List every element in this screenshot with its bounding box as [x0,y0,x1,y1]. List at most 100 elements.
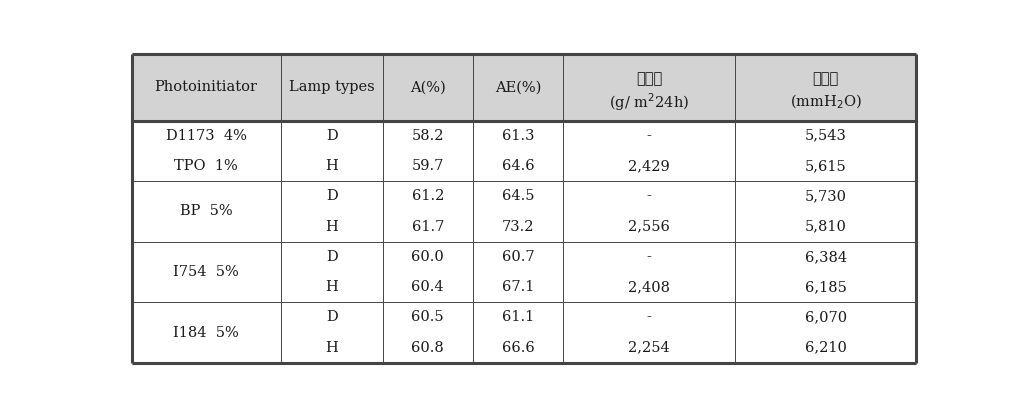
Bar [473,272,563,302]
Text: 61.1: 61.1 [502,311,535,324]
Text: 61.2: 61.2 [412,189,444,203]
Bar [281,272,382,302]
Bar [563,302,736,332]
Bar [132,272,281,302]
Text: 64.5: 64.5 [502,189,535,203]
Text: 60.4: 60.4 [412,280,444,294]
Text: D: D [326,129,337,143]
Bar [132,211,281,242]
Bar [132,242,281,272]
Text: 6,070: 6,070 [804,311,847,324]
Bar [736,211,916,242]
Bar [132,121,281,151]
Bar [382,55,473,121]
Text: 내수압: 내수압 [812,73,839,87]
Bar [736,121,916,151]
Bar [132,55,281,121]
Text: 60.0: 60.0 [411,250,445,264]
Bar [736,151,916,181]
Text: Photoinitiator: Photoinitiator [154,81,258,95]
Text: 2,254: 2,254 [629,341,670,355]
Text: H: H [325,159,338,173]
Bar [281,181,382,211]
Text: 61.3: 61.3 [502,129,535,143]
Text: 61.7: 61.7 [412,220,444,234]
Text: A(%): A(%) [410,81,446,95]
Bar [382,211,473,242]
Text: 73.2: 73.2 [502,220,535,234]
Bar [563,151,736,181]
Text: -: - [647,189,652,203]
Bar [736,332,916,363]
Text: 5,730: 5,730 [804,189,846,203]
Bar [736,302,916,332]
Text: 5,543: 5,543 [804,129,846,143]
Text: D: D [326,250,337,264]
Text: (mmH$_{2}$O): (mmH$_{2}$O) [790,93,862,111]
Bar [736,272,916,302]
Bar [473,211,563,242]
Bar [563,332,736,363]
Text: 투습도: 투습도 [636,73,662,87]
Text: 64.6: 64.6 [502,159,535,173]
Text: (g/ m$^{2}$24h): (g/ m$^{2}$24h) [609,91,690,113]
Text: 6,185: 6,185 [804,280,846,294]
Text: 58.2: 58.2 [412,129,444,143]
Text: AE(%): AE(%) [495,81,541,95]
Bar [736,242,916,272]
Bar [473,55,563,121]
Bar [132,332,281,363]
Text: I184  5%: I184 5% [174,325,239,339]
Text: 60.8: 60.8 [411,341,445,355]
Bar [281,332,382,363]
Bar [382,242,473,272]
Bar [132,181,281,211]
Bar [563,211,736,242]
Bar [382,272,473,302]
Bar [563,272,736,302]
Text: 6,210: 6,210 [804,341,846,355]
Text: -: - [647,250,652,264]
Bar [473,302,563,332]
Text: 5,615: 5,615 [804,159,846,173]
Text: BP  5%: BP 5% [180,204,233,218]
Bar [563,181,736,211]
Bar [563,121,736,151]
Bar [473,151,563,181]
Bar [132,302,281,332]
Bar [736,55,916,121]
Bar [473,242,563,272]
Text: 60.7: 60.7 [502,250,535,264]
Bar [382,181,473,211]
Text: H: H [325,280,338,294]
Bar [473,332,563,363]
Bar [736,181,916,211]
Text: 66.6: 66.6 [502,341,535,355]
Bar [281,242,382,272]
Text: 60.5: 60.5 [412,311,444,324]
Bar [382,121,473,151]
Bar [281,121,382,151]
Text: 5,810: 5,810 [804,220,846,234]
Text: 2,429: 2,429 [629,159,670,173]
Text: TPO  1%: TPO 1% [175,159,238,173]
Text: 2,556: 2,556 [629,220,670,234]
Bar [382,332,473,363]
Bar [281,151,382,181]
Bar [281,211,382,242]
Text: H: H [325,220,338,234]
Text: 59.7: 59.7 [412,159,444,173]
Text: Lamp types: Lamp types [289,81,374,95]
Text: H: H [325,341,338,355]
Bar [132,151,281,181]
Bar [473,121,563,151]
Bar [382,302,473,332]
Bar [563,242,736,272]
Text: -: - [647,129,652,143]
Bar [281,55,382,121]
Bar [563,55,736,121]
Text: D: D [326,311,337,324]
Text: 2,408: 2,408 [629,280,670,294]
Text: D1173  4%: D1173 4% [166,129,246,143]
Text: I754  5%: I754 5% [174,265,239,279]
